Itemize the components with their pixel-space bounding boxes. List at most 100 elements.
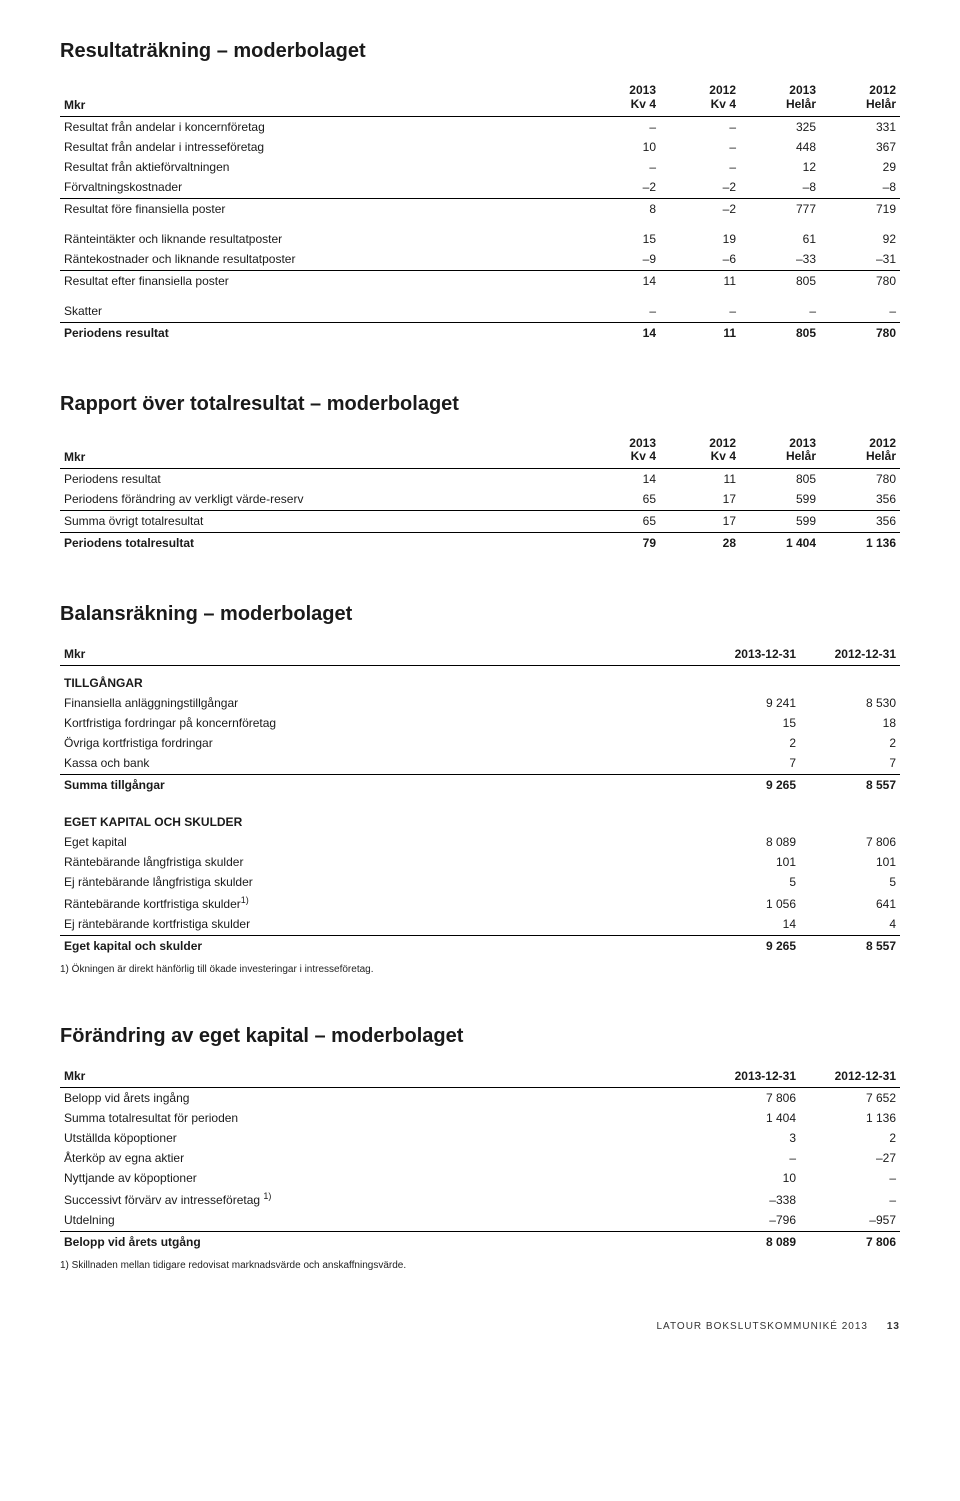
row-label: Belopp vid årets ingång <box>60 1088 700 1109</box>
page-footer: LATOUR BOKSLUTSKOMMUNIKÉ 2013 13 <box>60 1321 900 1332</box>
cell-value: 8 <box>580 198 660 219</box>
cell-value: 1 404 <box>740 533 820 554</box>
heading-resultatrakning: Resultaträkning – moderbolaget <box>60 40 900 63</box>
cell-value: 5 <box>700 872 800 892</box>
row-label: Räntebärande långfristiga skulder <box>60 852 700 872</box>
cell-value: 7 652 <box>800 1088 900 1109</box>
table-row: Successivt förvärv av intresseföretag 1)… <box>60 1188 900 1210</box>
cell-value: 2 <box>700 733 800 753</box>
cell-value: 448 <box>740 137 820 157</box>
row-label: Räntekostnader och liknande resultatpost… <box>60 249 580 271</box>
row-label: Kortfristiga fordringar på koncernföreta… <box>60 713 700 733</box>
table-row: Resultat från andelar i intresseföretag1… <box>60 137 900 157</box>
cell-value: 719 <box>820 198 900 219</box>
col-mkr: Mkr <box>60 644 700 666</box>
row-label: Summa tillgångar <box>60 775 700 796</box>
table-row: Periodens förändring av verkligt värde-r… <box>60 489 900 511</box>
row-label: Kassa och bank <box>60 753 700 775</box>
table-row: Ej räntebärande långfristiga skulder55 <box>60 872 900 892</box>
row-label: Eget kapital <box>60 832 700 852</box>
cell-value: 65 <box>580 511 660 533</box>
row-label: Summa totalresultat för perioden <box>60 1108 700 1128</box>
cell-value: 11 <box>660 270 740 291</box>
cell-value: – <box>580 301 660 323</box>
cell-value: 8 530 <box>800 693 900 713</box>
cell-value: –31 <box>820 249 900 271</box>
row-label: EGET KAPITAL OCH SKULDER <box>60 805 700 832</box>
cell-value: –9 <box>580 249 660 271</box>
table-row: Summa totalresultat för perioden1 4041 1… <box>60 1108 900 1128</box>
cell-value: 2 <box>800 1128 900 1148</box>
table-row: Skatter–––– <box>60 301 900 323</box>
table-row: Resultat efter finansiella poster1411805… <box>60 270 900 291</box>
table-row: Resultat före finansiella poster8–277771… <box>60 198 900 219</box>
table-row: Belopp vid årets utgång8 0897 806 <box>60 1232 900 1253</box>
cell-value: 7 806 <box>800 1232 900 1253</box>
cell-value: 15 <box>580 229 660 249</box>
col-header: 2012-12-31 <box>800 1066 900 1088</box>
table-row: Resultat från aktieförvaltningen––1229 <box>60 157 900 177</box>
cell-value: 11 <box>660 322 740 343</box>
cell-value: – <box>800 1188 900 1210</box>
row-label: Successivt förvärv av intresseföretag 1) <box>60 1188 700 1210</box>
cell-value: 11 <box>660 469 740 490</box>
cell-value: –796 <box>700 1210 800 1232</box>
cell-value: 28 <box>660 533 740 554</box>
cell-value: 9 265 <box>700 775 800 796</box>
col-header: 2012Kv 4 <box>660 81 740 116</box>
cell-value: 805 <box>740 322 820 343</box>
cell-value: 65 <box>580 489 660 511</box>
cell-value: 19 <box>660 229 740 249</box>
table-row: Periodens resultat1411805780 <box>60 469 900 490</box>
cell-value: 641 <box>800 892 900 914</box>
row-label: Återköp av egna aktier <box>60 1148 700 1168</box>
cell-value: – <box>660 137 740 157</box>
heading-balans: Balansräkning – moderbolaget <box>60 603 900 626</box>
cell-value: – <box>740 301 820 323</box>
table-row: Räntebärande kortfristiga skulder1)1 056… <box>60 892 900 914</box>
cell-value: –8 <box>820 177 900 199</box>
cell-value: 8 557 <box>800 775 900 796</box>
cell-value: 599 <box>740 511 820 533</box>
cell-value: – <box>660 301 740 323</box>
cell-value: 14 <box>580 270 660 291</box>
table-row: Periodens totalresultat79281 4041 136 <box>60 533 900 554</box>
table-rapport: Mkr2013Kv 42012Kv 42013Helår2012Helår Pe… <box>60 434 900 554</box>
cell-value: 101 <box>700 852 800 872</box>
row-label: Eget kapital och skulder <box>60 936 700 957</box>
row-label: Utställda köpoptioner <box>60 1128 700 1148</box>
row-label: Resultat från aktieförvaltningen <box>60 157 580 177</box>
col-mkr: Mkr <box>60 434 580 469</box>
table-row: Räntekostnader och liknande resultatpost… <box>60 249 900 271</box>
table-row: Resultat från andelar i koncernföretag––… <box>60 116 900 137</box>
cell-value: 101 <box>800 852 900 872</box>
cell-value: 599 <box>740 489 820 511</box>
row-label: Nyttjande av köpoptioner <box>60 1168 700 1188</box>
cell-value: 777 <box>740 198 820 219</box>
cell-value: 325 <box>740 116 820 137</box>
cell-value: 805 <box>740 270 820 291</box>
footer-page: 13 <box>887 1321 900 1332</box>
table-balans: Mkr2013-12-312012-12-31 TILLGÅNGARFinans… <box>60 644 900 956</box>
table-row: Belopp vid årets ingång7 8067 652 <box>60 1088 900 1109</box>
cell-value: 8 557 <box>800 936 900 957</box>
col-header: 2012Kv 4 <box>660 434 740 469</box>
cell-value: 9 265 <box>700 936 800 957</box>
row-label: Räntebärande kortfristiga skulder1) <box>60 892 700 914</box>
row-label: Skatter <box>60 301 580 323</box>
row-label: TILLGÅNGAR <box>60 666 700 694</box>
row-label: Resultat från andelar i intresseföretag <box>60 137 580 157</box>
cell-value: 92 <box>820 229 900 249</box>
col-mkr: Mkr <box>60 81 580 116</box>
cell-value: –2 <box>580 177 660 199</box>
cell-value: 356 <box>820 489 900 511</box>
row-label: Periodens resultat <box>60 469 580 490</box>
cell-value: 7 806 <box>800 832 900 852</box>
row-label: Utdelning <box>60 1210 700 1232</box>
cell-value: –2 <box>660 198 740 219</box>
table-row: EGET KAPITAL OCH SKULDER <box>60 805 900 832</box>
col-header: 2012Helår <box>820 434 900 469</box>
row-label: Förvaltningskostnader <box>60 177 580 199</box>
cell-value: 805 <box>740 469 820 490</box>
cell-value: 17 <box>660 511 740 533</box>
